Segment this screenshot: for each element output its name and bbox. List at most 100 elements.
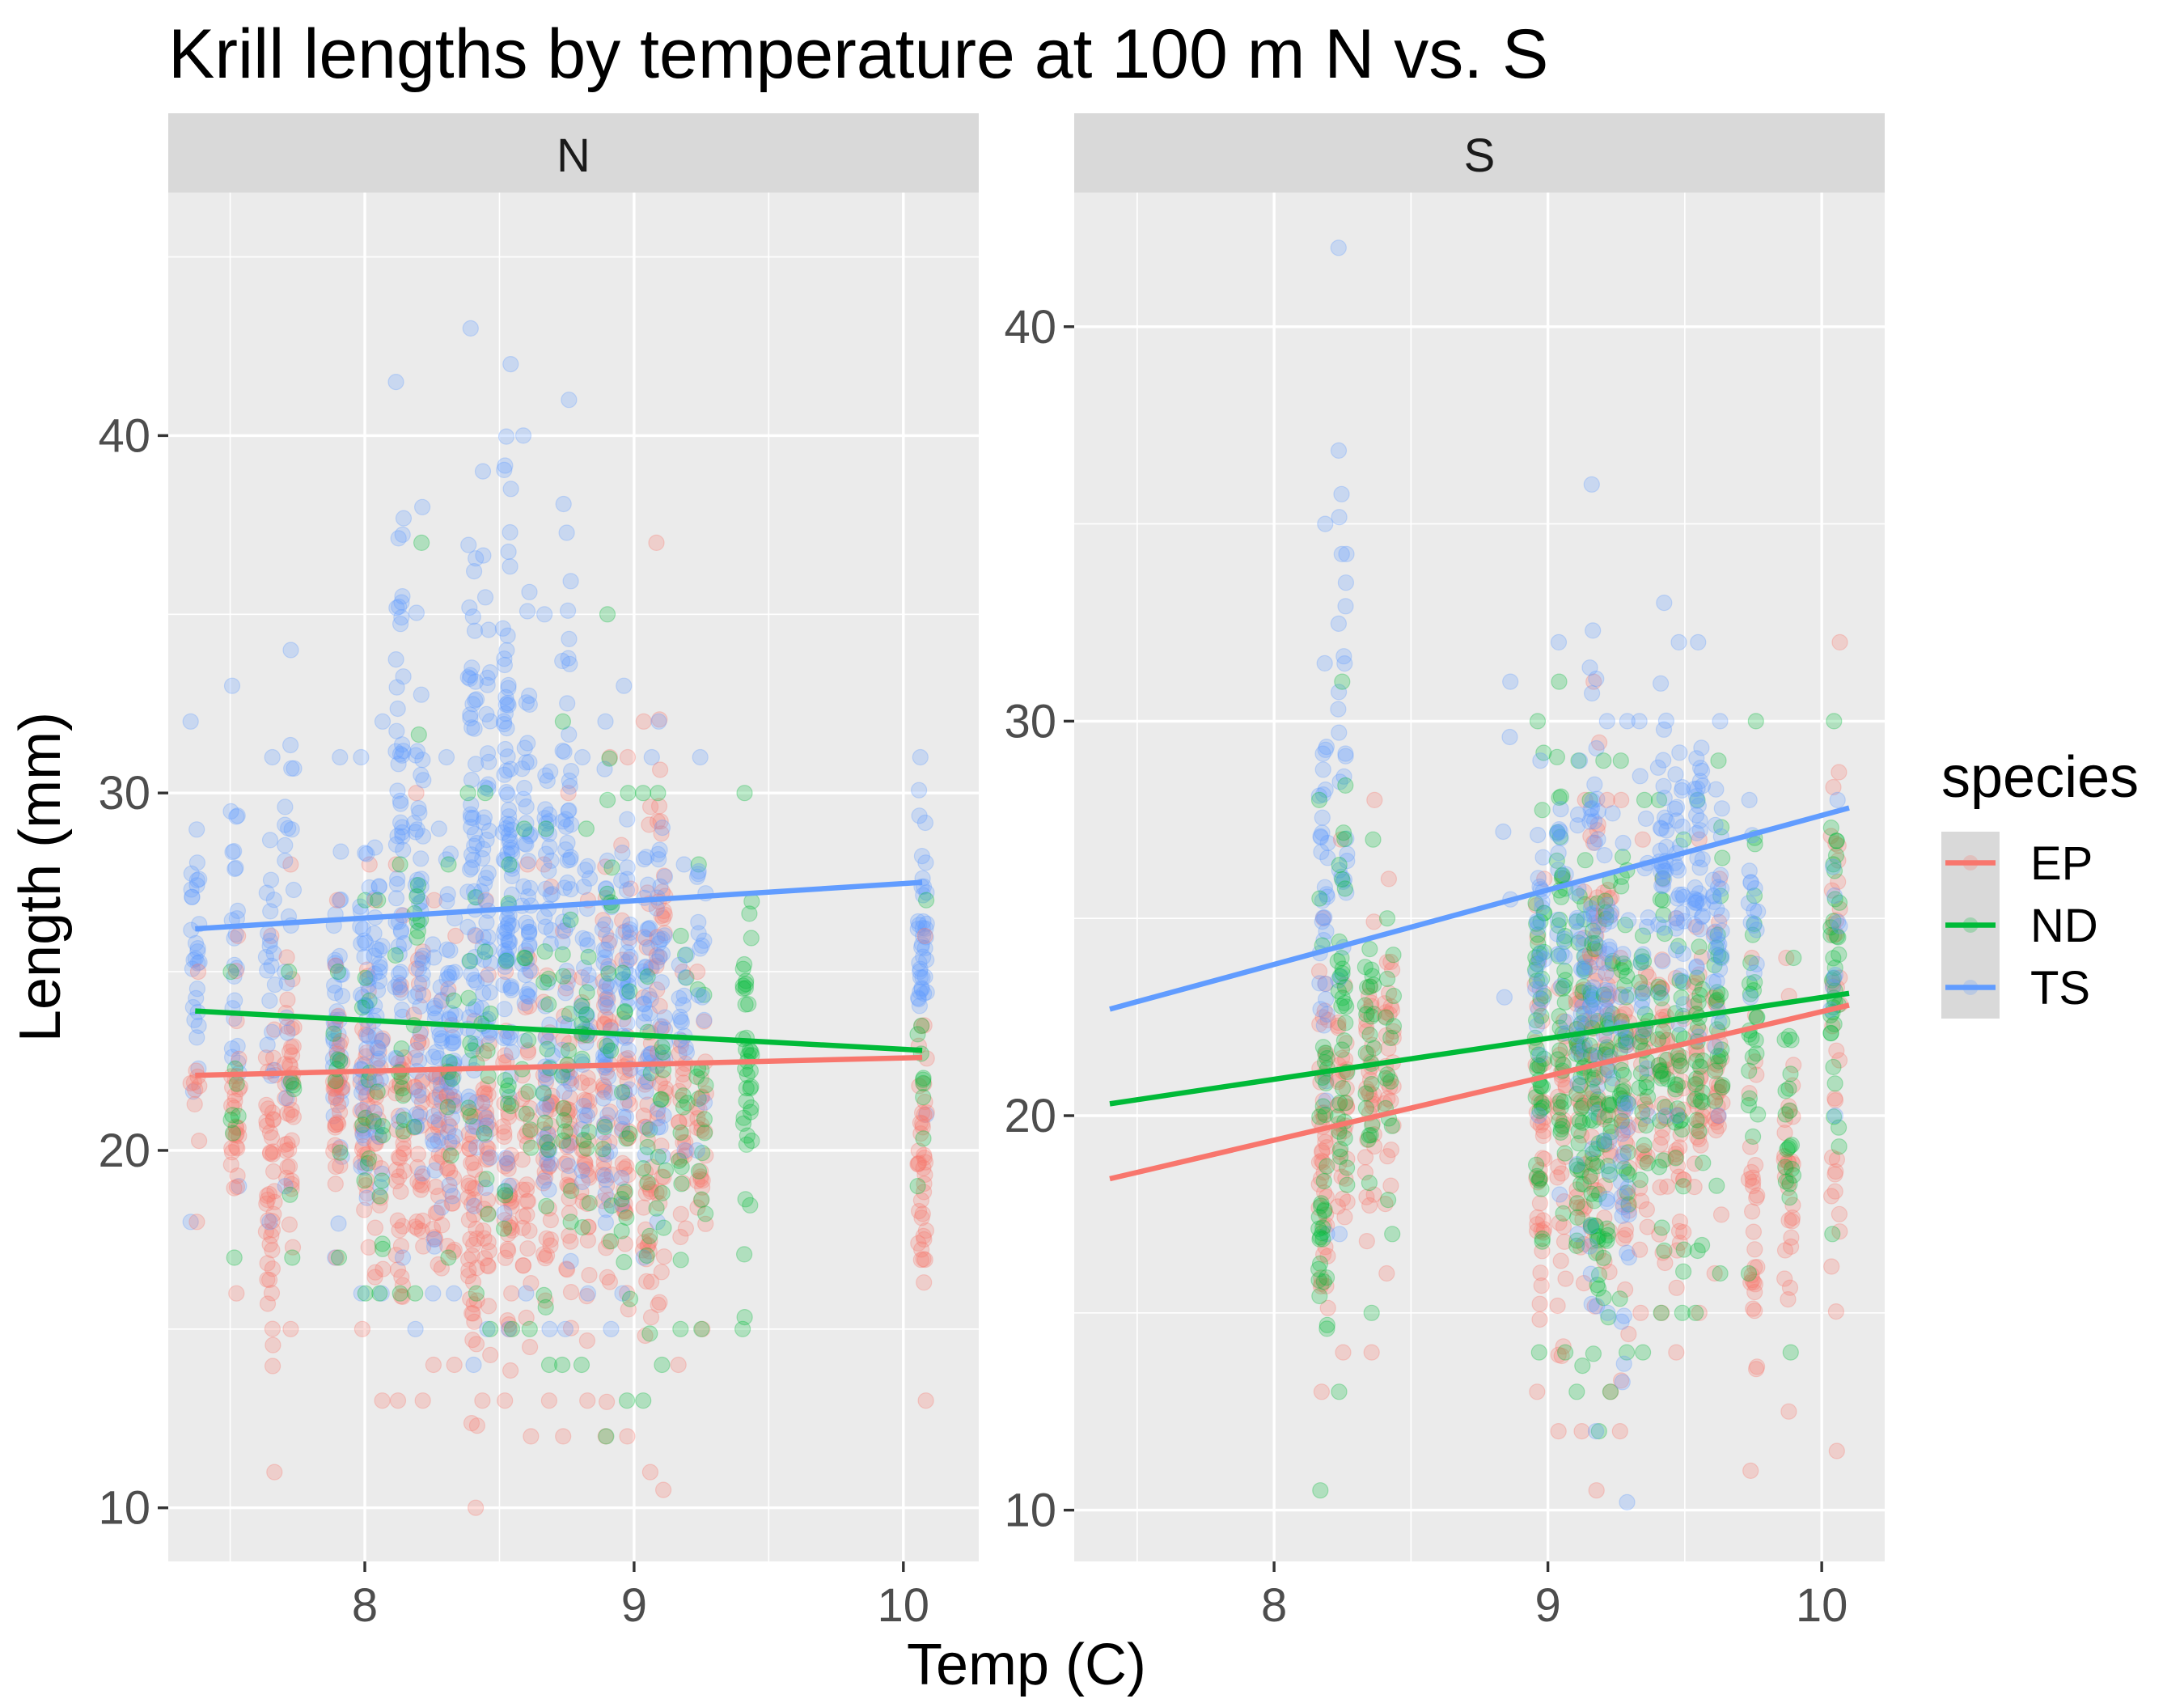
data-point-ND — [1357, 1085, 1374, 1102]
data-point-EP — [557, 1155, 574, 1172]
data-point-EP — [1668, 1279, 1685, 1296]
data-point-TS — [387, 650, 404, 668]
data-point-EP — [427, 1178, 444, 1196]
data-point-TS — [433, 1030, 451, 1047]
data-point-TS — [579, 858, 596, 875]
data-point-EP — [415, 1238, 432, 1255]
data-point-TS — [578, 1009, 595, 1026]
data-point-EP — [1826, 1091, 1844, 1109]
data-point-TS — [258, 884, 275, 901]
data-point-ND — [500, 1095, 517, 1112]
data-point-EP — [1708, 1121, 1725, 1139]
data-point-EP — [517, 1085, 535, 1103]
data-point-ND — [555, 968, 572, 985]
data-point-EP — [282, 1320, 299, 1337]
data-point-TS — [1742, 874, 1759, 891]
data-point-ND — [601, 750, 618, 767]
data-point-TS — [580, 967, 597, 984]
data-point-TS — [500, 932, 517, 949]
data-point-TS — [654, 930, 671, 947]
data-point-EP — [409, 951, 427, 968]
data-point-TS — [393, 608, 410, 626]
data-point-ND — [1692, 1092, 1709, 1109]
data-point-EP — [596, 983, 614, 1000]
data-point-TS — [561, 802, 578, 819]
data-point-ND — [392, 856, 408, 873]
data-point-EP — [430, 1116, 447, 1133]
data-point-TS — [281, 1074, 298, 1092]
data-point-ND — [1311, 890, 1328, 907]
data-point-EP — [1380, 871, 1398, 888]
data-point-EP — [580, 1077, 598, 1095]
data-point-EP — [578, 1195, 596, 1213]
data-point-EP — [461, 1140, 478, 1158]
data-point-EP — [613, 837, 630, 854]
data-point-EP — [429, 1077, 446, 1094]
data-point-EP — [359, 1097, 376, 1114]
data-point-EP — [366, 1135, 383, 1152]
data-point-EP — [1588, 1482, 1605, 1499]
data-point-ND — [226, 1249, 243, 1266]
data-point-EP — [917, 1392, 934, 1409]
data-point-EP — [1532, 1265, 1549, 1281]
data-point-TS — [226, 992, 243, 1009]
data-point-TS — [1831, 917, 1848, 934]
data-point-TS — [498, 762, 515, 779]
data-point-EP — [1529, 1216, 1546, 1233]
data-point-TS — [520, 853, 537, 870]
data-point-TS — [461, 599, 478, 616]
data-point-TS — [1633, 999, 1650, 1016]
data-point-TS — [1690, 633, 1707, 651]
data-point-ND — [539, 1134, 556, 1151]
data-point-TS — [519, 888, 537, 905]
data-point-TS — [538, 1144, 556, 1162]
data-point-ND — [1529, 713, 1547, 730]
data-point-TS — [598, 1146, 615, 1163]
data-point-TS — [427, 1005, 444, 1022]
data-point-TS — [1671, 744, 1688, 761]
data-point-TS — [387, 890, 405, 907]
data-point-ND — [1379, 1191, 1397, 1209]
data-point-TS — [521, 981, 538, 998]
data-point-TS — [601, 932, 619, 949]
data-point-EP — [189, 963, 207, 981]
data-point-ND — [1595, 1249, 1612, 1266]
data-point-TS — [356, 948, 373, 965]
data-point-TS — [1686, 900, 1703, 917]
data-point-ND — [655, 1219, 672, 1236]
data-point-ND — [1675, 1263, 1692, 1280]
data-point-EP — [328, 1077, 345, 1094]
data-point-EP — [519, 1044, 537, 1061]
data-point-TS — [1826, 966, 1843, 984]
data-point-TS — [573, 997, 590, 1015]
data-point-EP — [535, 993, 552, 1010]
data-point-TS — [326, 976, 343, 994]
data-point-EP — [374, 1392, 391, 1409]
data-point-ND — [596, 1118, 613, 1136]
data-point-EP — [440, 1116, 457, 1133]
data-point-TS — [369, 1117, 386, 1134]
data-point-EP — [375, 1030, 392, 1047]
data-point-EP — [468, 1220, 485, 1238]
data-point-EP — [465, 1206, 483, 1223]
data-point-EP — [266, 1021, 283, 1038]
data-point-TS — [500, 1320, 518, 1337]
data-point-TS — [498, 949, 515, 966]
data-point-TS — [1614, 1374, 1631, 1391]
data-point-EP — [648, 534, 665, 552]
data-point-EP — [1382, 1177, 1399, 1194]
data-point-EP — [409, 1033, 427, 1050]
data-point-TS — [353, 1159, 370, 1176]
data-point-TS — [462, 706, 479, 723]
data-point-EP — [409, 1173, 426, 1190]
data-point-EP — [503, 1193, 520, 1209]
data-point-TS — [1615, 1307, 1632, 1324]
data-point-TS — [516, 1032, 533, 1050]
data-point-EP — [328, 1087, 345, 1105]
data-point-ND — [1568, 1383, 1585, 1400]
data-point-TS — [358, 845, 375, 862]
data-point-ND — [497, 1071, 514, 1089]
